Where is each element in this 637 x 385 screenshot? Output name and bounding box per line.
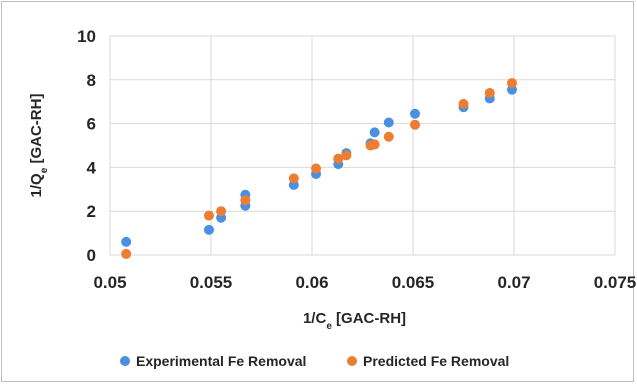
data-point xyxy=(121,248,132,259)
data-point xyxy=(203,224,214,235)
data-point xyxy=(341,150,352,161)
legend-marker xyxy=(347,356,357,366)
x-tick-label: 0.075 xyxy=(594,273,637,292)
y-tick-label: 2 xyxy=(87,202,96,221)
data-point xyxy=(383,117,394,128)
axis-title-main: 1/Q xyxy=(28,173,45,198)
y-tick-label: 0 xyxy=(87,246,96,265)
y-axis-title: 1/Qe [GAC-RH] xyxy=(28,94,50,198)
y-tick-label: 4 xyxy=(87,158,97,177)
data-point xyxy=(216,206,227,217)
legend: Experimental Fe Removal Predicted Fe Remo… xyxy=(120,353,509,369)
y-tick-labels: 0 2 4 6 8 10 xyxy=(77,27,96,265)
x-tick-label: 0.06 xyxy=(295,273,328,292)
data-points xyxy=(121,78,517,259)
data-point xyxy=(121,236,132,247)
y-tick-label: 6 xyxy=(87,115,96,134)
x-axis-title: 1/Ce [GAC-RH] xyxy=(303,310,406,332)
x-tick-labels: 0.05 0.055 0.06 0.065 0.07 0.075 xyxy=(93,273,636,292)
data-point xyxy=(410,108,421,119)
y-tick-label: 10 xyxy=(77,27,96,46)
x-tick-label: 0.05 xyxy=(93,273,126,292)
axis-title-main: 1/C xyxy=(303,310,327,327)
x-tick-label: 0.07 xyxy=(497,273,530,292)
data-point xyxy=(458,98,469,109)
axis-title-rest: [GAC-RH] xyxy=(28,94,45,168)
legend-marker xyxy=(120,356,130,366)
data-point xyxy=(506,78,517,89)
legend-label: Experimental Fe Removal xyxy=(136,353,306,369)
data-point xyxy=(333,153,344,164)
data-point xyxy=(311,163,322,174)
legend-label: Predicted Fe Removal xyxy=(363,353,509,369)
x-tick-label: 0.065 xyxy=(392,273,435,292)
data-point xyxy=(484,87,495,98)
data-point xyxy=(288,173,299,184)
data-point xyxy=(383,131,394,142)
x-tick-label: 0.055 xyxy=(190,273,233,292)
y-tick-label: 8 xyxy=(87,71,96,90)
data-point xyxy=(369,139,380,150)
axis-title-subscript: e xyxy=(326,321,332,332)
axis-title-subscript: e xyxy=(39,167,50,173)
data-point xyxy=(369,127,380,138)
data-point xyxy=(203,210,214,221)
data-point xyxy=(410,119,421,130)
grid-lines xyxy=(109,35,616,256)
axis-title-rest: [GAC-RH] xyxy=(332,310,406,327)
data-point xyxy=(240,195,251,206)
